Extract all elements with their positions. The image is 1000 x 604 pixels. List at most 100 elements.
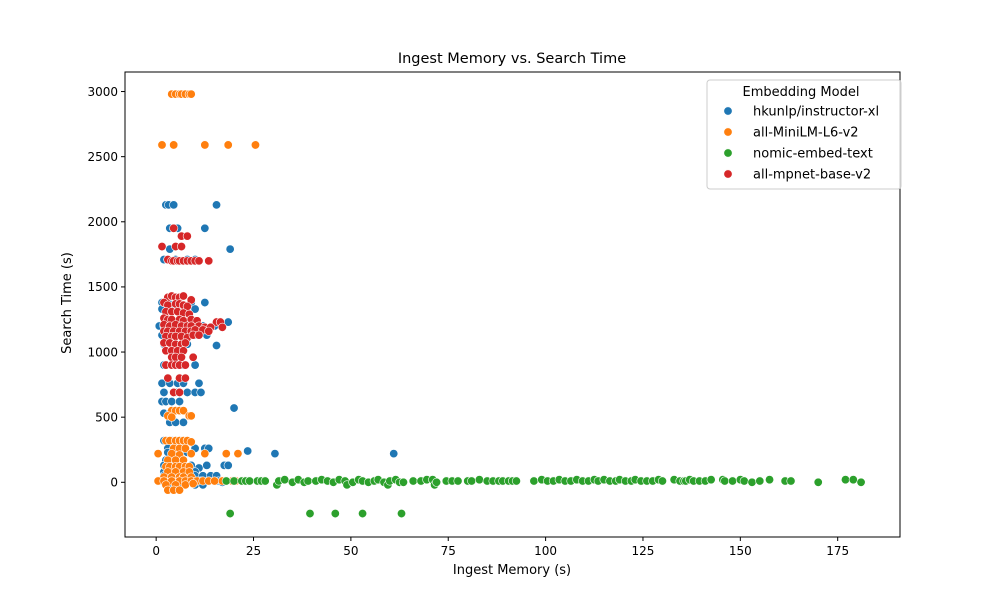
y-tick-label: 2000 xyxy=(87,215,118,229)
data-point xyxy=(474,475,484,485)
data-point xyxy=(223,140,233,150)
data-point xyxy=(200,223,210,233)
data-point xyxy=(194,256,204,266)
x-axis: 0 25 50 75 100 125 150 175 xyxy=(152,537,849,558)
plot-area xyxy=(153,89,866,519)
data-point xyxy=(210,476,220,486)
legend-label: all-mpnet-base-v2 xyxy=(753,168,871,183)
data-point xyxy=(728,476,738,486)
data-point xyxy=(225,509,235,519)
data-point xyxy=(182,387,192,397)
data-point xyxy=(408,476,418,486)
x-tick-label: 75 xyxy=(441,544,456,558)
data-point xyxy=(169,223,179,233)
x-tick-label: 25 xyxy=(246,544,261,558)
data-point xyxy=(204,326,214,336)
data-point xyxy=(153,449,163,459)
x-tick-label: 150 xyxy=(729,544,752,558)
legend-marker xyxy=(723,127,733,137)
data-point xyxy=(848,475,858,485)
x-tick-label: 125 xyxy=(632,544,655,558)
data-point xyxy=(260,476,270,486)
data-point xyxy=(188,352,198,362)
x-tick-label: 50 xyxy=(343,544,358,558)
y-axis: 0 500 1000 1500 2000 2500 3000 xyxy=(87,85,125,490)
y-tick-label: 2500 xyxy=(87,150,118,164)
legend-marker xyxy=(723,148,733,158)
data-point xyxy=(330,509,340,519)
data-point xyxy=(229,476,239,486)
data-point xyxy=(186,437,196,447)
data-point xyxy=(245,476,255,486)
y-tick-label: 0 xyxy=(110,476,118,490)
data-point xyxy=(169,140,179,150)
data-point xyxy=(200,449,210,459)
data-point xyxy=(223,460,233,470)
y-axis-label: Search Time (s) xyxy=(60,252,75,354)
data-point xyxy=(167,412,177,422)
data-point xyxy=(786,476,796,486)
data-point xyxy=(397,509,407,519)
data-point xyxy=(175,387,185,397)
legend-label: nomic-embed-text xyxy=(753,147,873,162)
data-point xyxy=(180,338,190,348)
data-point xyxy=(186,449,196,459)
data-point xyxy=(175,485,185,495)
series-nomic-embed-text xyxy=(221,475,866,519)
data-point xyxy=(432,477,442,487)
y-tick-label: 500 xyxy=(95,410,118,424)
legend-marker xyxy=(723,169,733,179)
data-point xyxy=(186,411,196,421)
y-tick-label: 1000 xyxy=(87,345,118,359)
data-point xyxy=(229,403,239,413)
x-tick-label: 100 xyxy=(534,544,557,558)
data-point xyxy=(186,89,196,99)
data-point xyxy=(856,477,866,487)
x-tick-label: 175 xyxy=(826,544,849,558)
data-point xyxy=(196,387,206,397)
data-point xyxy=(358,509,368,519)
data-point xyxy=(250,140,260,150)
data-point xyxy=(720,476,730,486)
data-point xyxy=(755,476,765,486)
y-tick-label: 3000 xyxy=(87,85,118,99)
data-point xyxy=(200,298,210,308)
data-point xyxy=(217,322,227,332)
data-point xyxy=(280,475,290,485)
data-point xyxy=(176,352,186,362)
data-point xyxy=(233,449,243,459)
data-point xyxy=(221,449,231,459)
data-point xyxy=(157,242,167,252)
data-point xyxy=(453,476,463,486)
data-point xyxy=(212,200,222,210)
data-point xyxy=(194,330,204,340)
data-point xyxy=(270,449,280,459)
data-point xyxy=(180,373,190,383)
data-point xyxy=(529,476,539,486)
data-point xyxy=(163,373,173,383)
data-point xyxy=(182,231,192,241)
legend-title: Embedding Model xyxy=(743,85,860,100)
data-point xyxy=(706,475,716,485)
chart-title: Ingest Memory vs. Search Time xyxy=(398,51,626,67)
data-point xyxy=(212,341,222,351)
data-point xyxy=(747,477,757,487)
data-point xyxy=(200,140,210,150)
y-tick-label: 1500 xyxy=(87,280,118,294)
data-point xyxy=(178,291,188,301)
data-point xyxy=(180,360,190,370)
data-point xyxy=(159,387,169,397)
data-point xyxy=(389,449,399,459)
legend-label: all-MiniLM-L6-v2 xyxy=(753,126,859,141)
legend-label: hkunlp/instructor-xl xyxy=(753,105,879,120)
plot-frame xyxy=(124,71,901,538)
data-point xyxy=(511,476,521,486)
data-point xyxy=(225,244,235,254)
legend-marker xyxy=(723,106,733,116)
data-point xyxy=(221,476,231,486)
data-point xyxy=(467,476,477,486)
data-point xyxy=(167,397,177,407)
data-point xyxy=(657,476,667,486)
